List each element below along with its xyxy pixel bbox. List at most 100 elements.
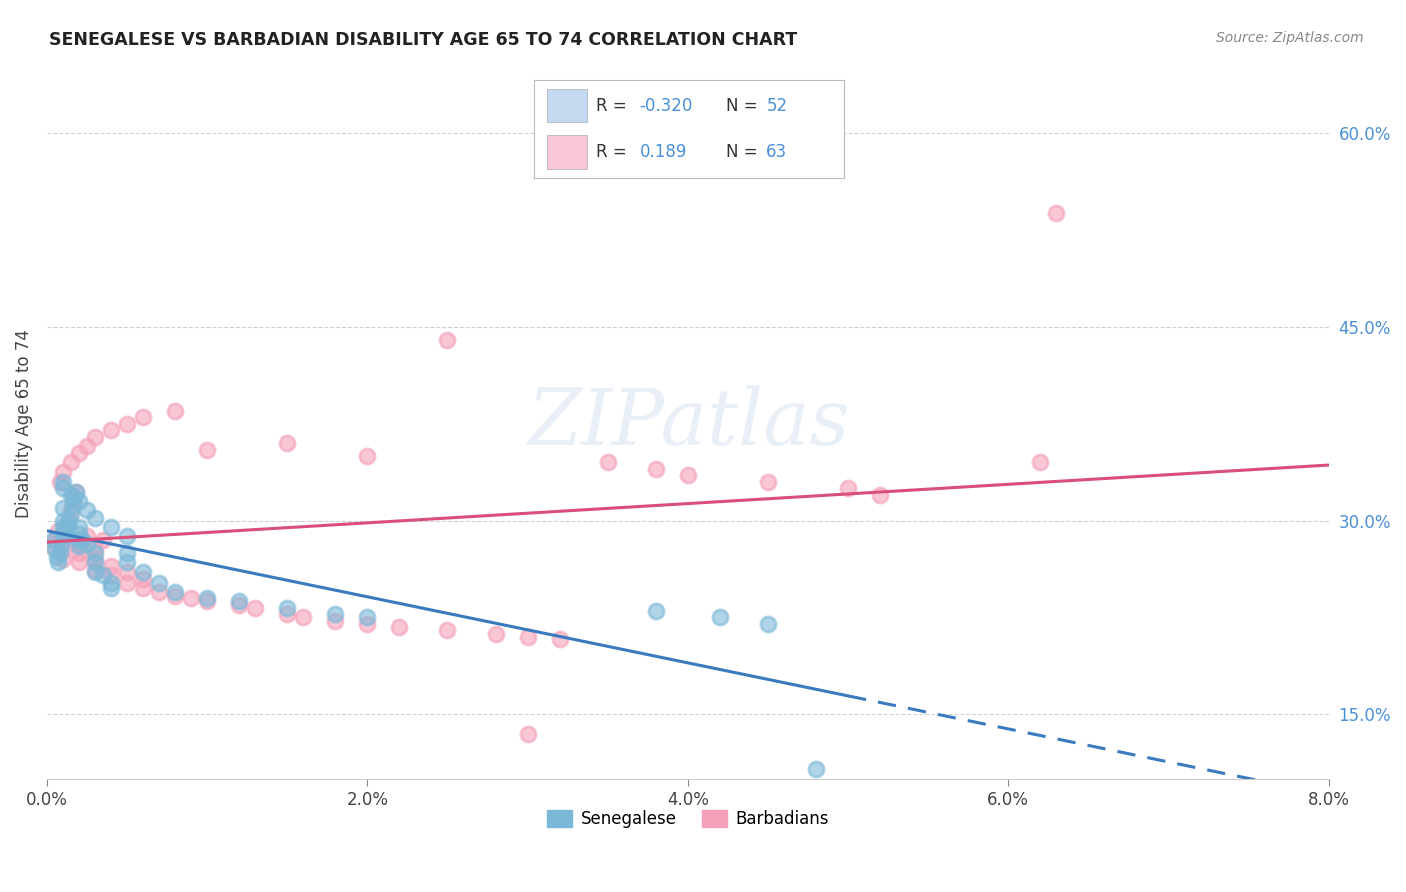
Point (115, 566, 138, 580)
Point (76, 503, 98, 517)
Point (91, 567, 114, 582)
Point (45, 549, 67, 564)
Point (115, 546, 138, 560)
Point (756, 616, 779, 631)
Point (165, 584, 187, 599)
Text: -0.320: -0.320 (640, 97, 693, 115)
Point (52, 465, 75, 479)
Text: R =: R = (596, 143, 633, 161)
Point (76, 439, 98, 453)
Text: Source: ZipAtlas.com: Source: ZipAtlas.com (1216, 31, 1364, 45)
Text: 63: 63 (766, 143, 787, 161)
Point (837, 481, 859, 495)
Point (52, 475, 75, 489)
Point (48, 475, 70, 489)
Point (67, 546, 90, 560)
Point (100, 423, 122, 437)
Point (676, 468, 699, 483)
Point (67, 446, 90, 460)
Point (1045, 206, 1067, 220)
Point (44, 541, 66, 556)
Point (228, 598, 250, 612)
Point (195, 591, 218, 606)
Point (84, 546, 107, 560)
Point (115, 555, 138, 569)
Point (436, 333, 458, 347)
Point (59, 455, 82, 469)
Point (356, 449, 378, 463)
Point (644, 462, 666, 476)
Point (44, 533, 66, 547)
Point (100, 558, 122, 573)
Point (245, 601, 267, 615)
Point (46, 555, 69, 569)
Point (58, 514, 80, 528)
Point (63, 491, 86, 505)
Point (91, 533, 114, 547)
Point (709, 610, 731, 624)
Point (356, 616, 378, 631)
Point (804, 762, 827, 776)
Point (292, 610, 315, 624)
Point (276, 607, 298, 621)
Text: R =: R = (596, 97, 633, 115)
Point (548, 632, 571, 647)
Point (323, 615, 346, 629)
Point (195, 442, 218, 457)
Point (67, 540, 90, 554)
Point (67, 537, 90, 551)
Point (644, 604, 666, 618)
Y-axis label: Disability Age 65 to 74: Disability Age 65 to 74 (15, 329, 32, 518)
Point (756, 475, 779, 489)
Point (62, 498, 84, 512)
Bar (547, 136, 586, 169)
Point (41, 540, 63, 554)
Point (596, 455, 619, 469)
Point (165, 404, 187, 418)
Point (55, 520, 77, 534)
Point (55, 529, 77, 543)
Point (46, 524, 69, 538)
Point (42, 533, 65, 547)
Text: SENEGALESE VS BARBADIAN DISABILITY AGE 65 TO 74 CORRELATION CHART: SENEGALESE VS BARBADIAN DISABILITY AGE 6… (49, 31, 797, 49)
Point (55, 524, 77, 538)
Point (228, 593, 250, 607)
Point (65, 485, 87, 500)
Point (100, 520, 122, 534)
Point (276, 601, 298, 615)
Point (67, 494, 90, 508)
Point (56, 514, 79, 528)
Point (52, 481, 75, 495)
Point (59, 507, 82, 521)
Point (56, 520, 79, 534)
Text: N =: N = (725, 97, 763, 115)
Point (52, 526, 75, 541)
Point (132, 410, 155, 425)
Point (516, 630, 538, 644)
Text: N =: N = (725, 143, 763, 161)
Point (67, 520, 90, 534)
Point (180, 591, 202, 606)
Point (59, 503, 82, 517)
Text: 0.189: 0.189 (640, 143, 686, 161)
Point (84, 566, 107, 580)
Point (115, 529, 138, 543)
Point (76, 537, 98, 551)
Point (84, 541, 107, 556)
Point (115, 417, 138, 431)
Point (65, 485, 87, 500)
Point (436, 624, 458, 638)
Point (52, 541, 75, 556)
Point (132, 581, 155, 595)
Point (84, 563, 107, 577)
Point (52, 520, 75, 534)
Point (132, 566, 155, 580)
Point (484, 627, 506, 641)
Point (115, 575, 138, 590)
Point (388, 619, 411, 633)
Point (323, 607, 346, 621)
Point (84, 511, 107, 525)
Point (70, 533, 93, 547)
Point (84, 555, 107, 569)
Point (869, 488, 891, 502)
